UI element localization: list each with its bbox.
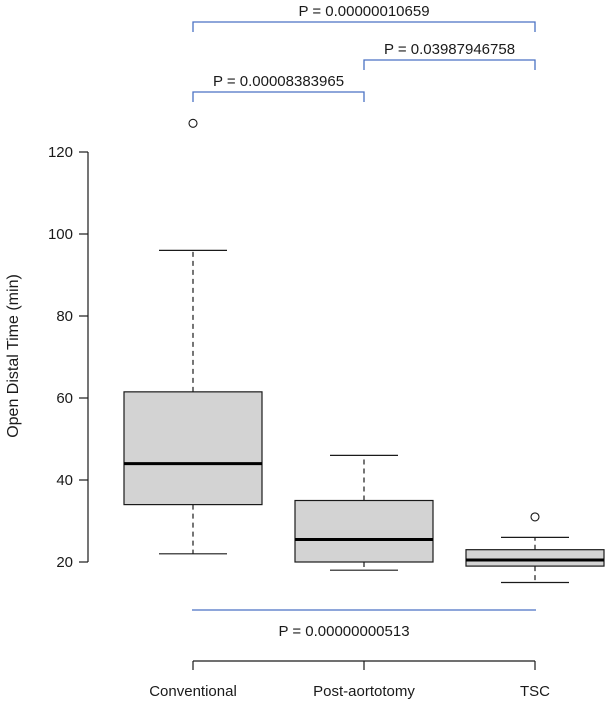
- x-tick-label-1: Post-aortotomy: [313, 683, 415, 700]
- significance-brackets: P = 0.00000010659 P = 0.03987946758 P = 0.…: [192, 3, 536, 102]
- y-tick-label-120: 120: [48, 144, 73, 161]
- y-tick-label-80: 80: [56, 308, 73, 325]
- y-tick-label-40: 40: [56, 472, 73, 489]
- bracket-2: P = 0.00008383965: [192, 73, 365, 102]
- iqr-box: [465, 549, 605, 567]
- bracket-1: P = 0.03987946758: [363, 41, 536, 70]
- bracket-line: [363, 59, 536, 70]
- bracket-label: P = 0.00008383965: [213, 73, 344, 90]
- y-tick-label-60: 60: [56, 390, 73, 407]
- x-tick-label-0: Conventional: [149, 683, 237, 700]
- box-group-1: [294, 454, 434, 571]
- outlier-point-0: [530, 512, 540, 522]
- x-tick-label-2: TSC: [520, 683, 550, 700]
- bracket-label: P = 0.00000010659: [298, 3, 429, 20]
- bracket-line: [192, 21, 536, 32]
- x-axis: Conventional Post-aortotomy TSC: [149, 660, 550, 700]
- bracket-label: P = 0.03987946758: [384, 41, 515, 58]
- bracket-line: [192, 91, 365, 102]
- bracket-0: P = 0.00000010659: [192, 3, 536, 32]
- iqr-box: [294, 499, 434, 563]
- y-axis-label: Open Distal Time (min): [5, 274, 22, 438]
- overall-test-label: P = 0.00000000513: [278, 623, 409, 640]
- outlier-point-0: [188, 118, 198, 128]
- iqr-box: [123, 391, 263, 506]
- y-axis: 20 40 60 80 100 120: [48, 144, 89, 571]
- overall-test: P = 0.00000000513: [192, 609, 536, 640]
- boxes: [123, 118, 605, 584]
- box-group-2: [465, 512, 605, 584]
- box-group-0: [123, 118, 263, 555]
- y-tick-label-100: 100: [48, 226, 73, 243]
- y-tick-label-20: 20: [56, 554, 73, 571]
